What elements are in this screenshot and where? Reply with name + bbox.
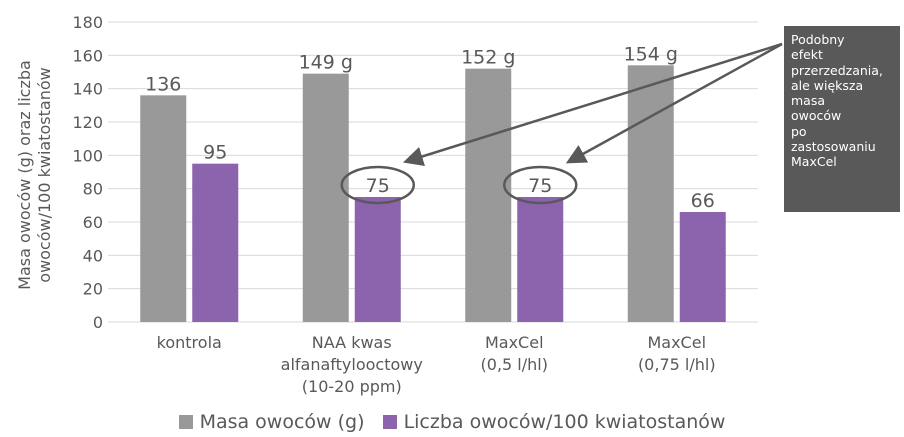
y-tick-label: 0 <box>93 313 103 332</box>
data-label-mass: 152 g <box>461 47 515 69</box>
y-tick-label: 120 <box>72 113 103 132</box>
y-tick-label: 60 <box>83 213 103 232</box>
x-tick-label: (0,75 l/hl) <box>638 355 716 374</box>
y-tick-label: 100 <box>72 146 103 165</box>
data-label-count: 75 <box>366 175 390 197</box>
bar-mass <box>302 73 349 323</box>
data-label-count: 75 <box>528 175 552 197</box>
highlight-ellipse <box>503 165 578 205</box>
data-label-mass: 136 <box>145 73 181 95</box>
x-tick-label: MaxCel <box>485 333 544 352</box>
data-label-mass: 149 g <box>299 52 353 74</box>
bar-count <box>354 197 401 322</box>
data-label-mass: 154 g <box>624 43 678 65</box>
bars <box>140 65 726 323</box>
highlight-ellipse <box>340 165 415 205</box>
x-tick-label: MaxCel <box>647 333 706 352</box>
bar-mass <box>140 95 187 322</box>
legend-item-count: Liczba owoców/100 kwiatostanów <box>382 411 726 433</box>
bar-mass <box>627 65 674 322</box>
x-tick-label: alfanaftylooctowy <box>281 355 423 374</box>
legend-swatch-mass <box>178 415 193 429</box>
annotation-callout: Podobny efekt przerzedzania, ale większa… <box>784 26 900 212</box>
data-label-count: 66 <box>691 190 715 212</box>
data-labels: 136 95 149 g 75 152 g 75 154 g 66 <box>145 43 715 212</box>
legend-swatch-count <box>382 415 397 429</box>
y-axis-label-line: owoców/100 kwiatostanów <box>35 67 54 282</box>
legend-label-count: Liczba owoców/100 kwiatostanów <box>403 411 726 433</box>
bar-count <box>517 197 564 322</box>
bar-count <box>192 163 239 322</box>
y-tick-label: 160 <box>72 46 103 65</box>
y-tick-label: 80 <box>83 180 103 199</box>
bar-mass <box>465 68 512 323</box>
legend: Masa owoców (g) Liczba owoców/100 kwiato… <box>0 411 904 434</box>
annotation-marks <box>340 42 783 205</box>
bar-count <box>679 212 726 322</box>
x-tick-label: (10-20 ppm) <box>302 377 402 396</box>
annotation-arrow <box>565 42 783 164</box>
x-tick-labels: kontrola NAA kwas alfanaftylooctowy (10-20 … <box>157 333 716 396</box>
x-tick-label: kontrola <box>157 333 222 352</box>
x-tick-label: (0,5 l/hl) <box>481 355 548 374</box>
y-axis-label-line: Masa owoców (g) oraz liczba <box>15 60 34 290</box>
y-tick-label: 40 <box>83 246 103 265</box>
y-axis-label: Masa owoców (g) oraz liczba owoców/100 kw… <box>15 60 54 290</box>
y-tick-label: 180 <box>72 13 103 32</box>
y-tick-label: 140 <box>72 80 103 99</box>
legend-label-mass: Masa owoców (g) <box>199 411 365 433</box>
data-label-count: 95 <box>203 142 227 164</box>
y-tick-label: 20 <box>83 280 103 299</box>
annotation-arrow <box>402 42 783 167</box>
y-tick-labels: 0 20 40 60 80 100 120 140 160 180 <box>72 13 103 332</box>
legend-item-mass: Masa owoców (g) <box>178 411 365 433</box>
x-tick-label: NAA kwas <box>312 333 392 352</box>
